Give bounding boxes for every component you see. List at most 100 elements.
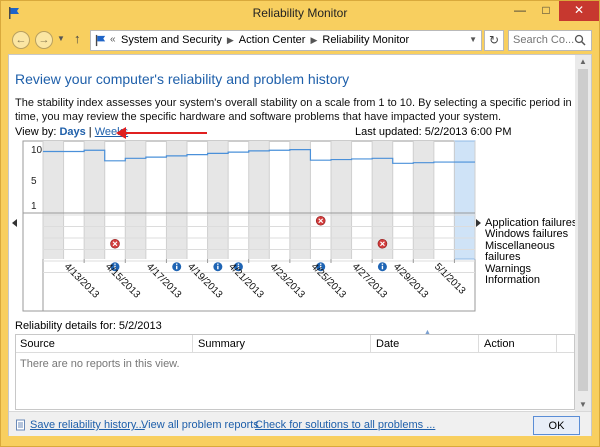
search-box[interactable]: [508, 30, 592, 51]
column-band[interactable]: [43, 141, 64, 259]
breadcrumb-system-and-security[interactable]: System and Security: [121, 34, 222, 46]
scroll-thumb[interactable]: [578, 69, 588, 391]
info-glyph: [176, 265, 178, 270]
back-button[interactable]: ←: [12, 31, 30, 49]
selected-column[interactable]: [453, 140, 476, 260]
search-icon[interactable]: [574, 34, 586, 46]
y-tick-label: 10: [31, 145, 43, 156]
arrow-left-icon: ←: [15, 34, 27, 46]
save-history-link[interactable]: Save reliability history...: [30, 419, 145, 431]
page-title: Review your computer's reliability and p…: [15, 71, 350, 87]
chart-legend: Application failures Windows failures Mi…: [485, 217, 591, 287]
chevron-down-icon: ▼: [57, 34, 65, 43]
breadcrumb: System and Security ▶ Action Center ▶ Reliab…: [121, 34, 409, 46]
column-band[interactable]: [248, 141, 270, 259]
legend-windows-failures: Windows failures: [485, 228, 569, 241]
recent-locations-button[interactable]: ▼: [57, 34, 65, 43]
column-divider[interactable]: [192, 335, 193, 353]
table-header: Source Summary Date ▲ Action: [16, 329, 574, 353]
y-tick-label: 5: [31, 176, 37, 187]
column-divider[interactable]: [370, 335, 371, 353]
scroll-up-icon[interactable]: ▲: [579, 57, 587, 66]
check-solutions-link[interactable]: Check for solutions to all problems ...: [255, 419, 436, 431]
refresh-button[interactable]: ↻: [484, 30, 504, 51]
flag-icon: [9, 7, 19, 19]
details-label: Reliability details for: 5/2/2013: [15, 320, 162, 332]
column-divider[interactable]: [478, 335, 479, 353]
breadcrumb-action-center[interactable]: Action Center: [238, 34, 306, 46]
last-updated: Last updated: 5/2/2013 6:00 PM: [355, 126, 512, 138]
view-all-reports-link[interactable]: View all problem reports: [141, 419, 259, 431]
column-source[interactable]: Source: [20, 338, 55, 350]
view-days-link[interactable]: Days: [59, 126, 86, 138]
forward-button[interactable]: →: [35, 31, 53, 49]
content-pane: Review your computer's reliability and p…: [8, 54, 592, 436]
window-title: Reliability Monitor: [252, 6, 348, 20]
chevron-down-icon[interactable]: ▼: [469, 35, 477, 44]
legend-miscellaneous-failures: Miscellaneous failures: [485, 239, 555, 264]
annotation-arrow-line: [125, 132, 207, 134]
column-band[interactable]: [372, 141, 393, 259]
error-cross: [380, 241, 385, 247]
column-band[interactable]: [125, 141, 146, 259]
column-action[interactable]: Action: [484, 338, 515, 350]
address-toolbar: ← → ▼ ↑ « System and Security ▶ Action Cen…: [1, 25, 599, 55]
minimize-button[interactable]: —: [514, 3, 526, 17]
search-input[interactable]: [513, 34, 575, 46]
info-glyph: [237, 265, 240, 270]
column-band[interactable]: [84, 141, 105, 259]
error-cross: [112, 241, 118, 247]
address-bar[interactable]: « System and Security ▶ Action Center ▶ Reli…: [90, 30, 482, 51]
arrow-up-icon: ↑: [74, 31, 81, 46]
stability-line: [43, 149, 475, 164]
legend-information: Information: [485, 274, 541, 287]
sort-ascending-icon: ▲: [424, 329, 431, 336]
info-glyph: [320, 263, 322, 265]
column-divider[interactable]: [556, 335, 557, 353]
column-band[interactable]: [413, 141, 434, 259]
info-glyph: [320, 265, 322, 270]
view-separator: |: [88, 126, 92, 138]
annotation-arrow-head: [116, 127, 126, 139]
info-glyph: [381, 263, 384, 265]
scroll-down-icon[interactable]: ▼: [579, 400, 587, 409]
empty-message: There are no reports in this view.: [20, 358, 180, 370]
ok-button[interactable]: OK: [533, 416, 580, 435]
arrow-right-icon: →: [38, 34, 50, 46]
chevron-right-icon[interactable]: [476, 219, 481, 227]
overflow-chevron[interactable]: «: [110, 34, 116, 45]
error-cross: [318, 218, 324, 224]
up-button[interactable]: ↑: [74, 31, 81, 46]
y-tick-label: 1: [31, 201, 37, 212]
column-summary[interactable]: Summary: [198, 338, 246, 350]
column-band[interactable]: [207, 141, 229, 259]
chevron-right-icon[interactable]: ▶: [310, 35, 318, 45]
flag-icon: [95, 34, 106, 47]
maximize-button[interactable]: □: [542, 3, 550, 17]
info-glyph: [114, 265, 116, 270]
refresh-icon: ↻: [488, 33, 500, 47]
chevron-left-icon[interactable]: [12, 219, 17, 227]
details-table: Source Summary Date ▲ Action There are n…: [15, 329, 575, 410]
breadcrumb-reliability-monitor[interactable]: Reliability Monitor: [322, 34, 410, 46]
title-bar: Reliability Monitor — □ ✕: [1, 1, 599, 25]
column-band[interactable]: [331, 141, 352, 259]
close-button[interactable]: ✕: [559, 1, 599, 21]
legend-warnings: Warnings: [485, 262, 532, 275]
info-glyph: [217, 265, 219, 270]
info-glyph: [217, 263, 219, 265]
footer-bar: Save reliability history... View all pro…: [9, 411, 591, 436]
info-glyph: [381, 265, 384, 270]
view-by-label: View by:: [15, 126, 57, 138]
column-date[interactable]: Date: [376, 338, 400, 350]
info-glyph: [176, 263, 178, 265]
vertical-scrollbar[interactable]: ▲ ▼: [575, 55, 591, 411]
view-by: View by: Days | Weeks: [15, 126, 128, 138]
column-band[interactable]: [166, 141, 187, 259]
chevron-right-icon[interactable]: ▶: [226, 35, 234, 45]
legend-application-failures: Application failures: [485, 217, 578, 229]
column-band[interactable]: [289, 141, 311, 259]
page-description: The stability index assesses your system…: [15, 97, 572, 123]
